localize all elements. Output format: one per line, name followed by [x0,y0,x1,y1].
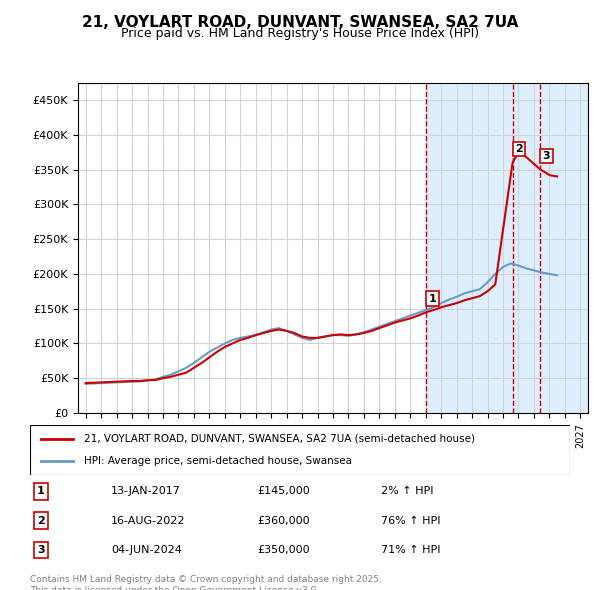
Text: Contains HM Land Registry data © Crown copyright and database right 2025.
This d: Contains HM Land Registry data © Crown c… [30,575,382,590]
Text: 1: 1 [37,486,44,496]
Text: 04-JUN-2024: 04-JUN-2024 [111,545,182,555]
Text: 1: 1 [428,294,436,304]
Text: 3: 3 [543,151,550,161]
Text: 2: 2 [37,516,44,526]
Text: 71% ↑ HPI: 71% ↑ HPI [381,545,440,555]
Text: 16-AUG-2022: 16-AUG-2022 [111,516,185,526]
Text: 3: 3 [37,545,44,555]
Text: £360,000: £360,000 [257,516,310,526]
Bar [427,83,588,413]
Text: £350,000: £350,000 [257,545,310,555]
Text: 76% ↑ HPI: 76% ↑ HPI [381,516,440,526]
Text: 2: 2 [515,144,523,154]
Text: 21, VOYLART ROAD, DUNVANT, SWANSEA, SA2 7UA: 21, VOYLART ROAD, DUNVANT, SWANSEA, SA2 … [82,15,518,30]
Text: 2% ↑ HPI: 2% ↑ HPI [381,486,433,496]
Text: £145,000: £145,000 [257,486,310,496]
Text: 13-JAN-2017: 13-JAN-2017 [111,486,181,496]
Text: 21, VOYLART ROAD, DUNVANT, SWANSEA, SA2 7UA (semi-detached house): 21, VOYLART ROAD, DUNVANT, SWANSEA, SA2 … [84,434,475,444]
Text: HPI: Average price, semi-detached house, Swansea: HPI: Average price, semi-detached house,… [84,456,352,466]
Text: Price paid vs. HM Land Registry's House Price Index (HPI): Price paid vs. HM Land Registry's House … [121,27,479,40]
FancyBboxPatch shape [30,425,570,475]
